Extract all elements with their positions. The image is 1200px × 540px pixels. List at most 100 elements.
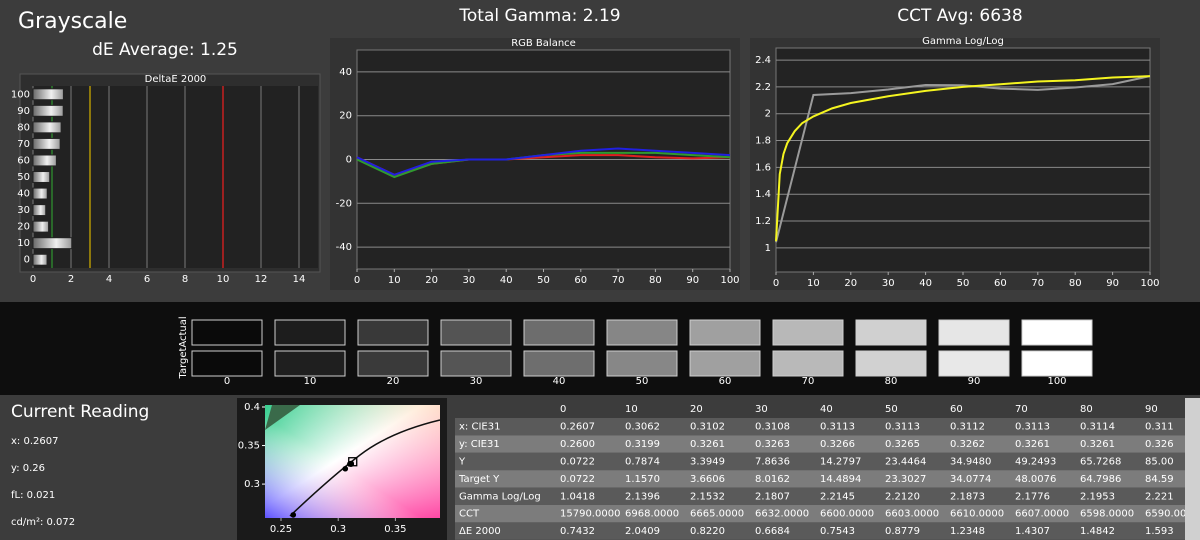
table-cell: 64.7986 bbox=[1080, 474, 1121, 485]
table-cell: 2.1807 bbox=[755, 491, 790, 502]
table-cell: 1.4307 bbox=[1015, 526, 1050, 537]
table-cell: 0.7543 bbox=[820, 526, 855, 537]
scrollbar[interactable] bbox=[1185, 398, 1200, 540]
table-cell: 2.0409 bbox=[625, 526, 660, 537]
actual-swatch bbox=[772, 319, 844, 346]
y-tick-label: 40 bbox=[17, 189, 30, 200]
plot-area bbox=[33, 86, 318, 268]
y-tick-label: 20 bbox=[17, 222, 30, 233]
x-tick-label: 70 bbox=[612, 275, 625, 286]
y-tick-label: 80 bbox=[17, 122, 30, 133]
x-tick-label: 0 bbox=[30, 274, 36, 285]
actual-swatch bbox=[938, 319, 1010, 346]
table-cell: 0.8220 bbox=[690, 526, 725, 537]
target-swatch bbox=[440, 350, 512, 377]
table-cell: 0.3262 bbox=[950, 439, 985, 450]
actual-swatch bbox=[357, 319, 429, 346]
actual-swatch bbox=[1021, 319, 1093, 346]
y-tick-label: 2 bbox=[765, 109, 771, 120]
bar bbox=[32, 154, 57, 167]
y-tick-label: -20 bbox=[336, 198, 352, 209]
x-tick-label: 10 bbox=[807, 278, 820, 289]
x-tick-label: 40 bbox=[500, 275, 513, 286]
table-cell: 15790.0000 bbox=[560, 509, 620, 520]
x-tick-label: 0 bbox=[773, 278, 779, 289]
x-tick-label: 10 bbox=[388, 275, 401, 286]
bar bbox=[32, 121, 62, 134]
y-tick-label: 60 bbox=[17, 155, 30, 166]
table-cell: 6590.0000 bbox=[1145, 509, 1199, 520]
target-swatch bbox=[606, 350, 678, 377]
table-cell: 2.2120 bbox=[885, 491, 920, 502]
table-row-bg bbox=[455, 435, 1185, 453]
table-cell: 0.311 bbox=[1145, 422, 1174, 433]
target-swatch bbox=[855, 350, 927, 377]
table-cell: 0.3113 bbox=[885, 422, 920, 433]
x-tick-label: 80 bbox=[649, 275, 662, 286]
column-header: 10 bbox=[625, 404, 638, 415]
x-tick-label: 70 bbox=[1031, 278, 1044, 289]
x-tick-label: 30 bbox=[463, 275, 476, 286]
row-label: Target Y bbox=[458, 474, 500, 485]
table-cell: 34.0774 bbox=[950, 474, 991, 485]
table-row-bg bbox=[455, 418, 1185, 436]
row-label: CCT bbox=[459, 509, 480, 520]
y-tick-label: 1.8 bbox=[755, 136, 771, 147]
table-cell: 14.2797 bbox=[820, 457, 861, 468]
table-cell: 7.8636 bbox=[755, 457, 790, 468]
chart-title: RGB Balance bbox=[511, 38, 576, 49]
table-cell: 6598.0000 bbox=[1080, 509, 1134, 520]
x-tick-label: 20 bbox=[844, 278, 857, 289]
table-row-bg bbox=[455, 470, 1185, 488]
swatch-label: 30 bbox=[470, 376, 483, 387]
actual-swatch bbox=[191, 319, 263, 346]
row-label: Gamma Log/Log bbox=[459, 491, 541, 502]
table-cell: 0.3114 bbox=[1080, 422, 1115, 433]
chart-title: DeltaE 2000 bbox=[145, 74, 207, 85]
y-tick-label: 30 bbox=[17, 205, 30, 216]
row-label: x: CIE31 bbox=[459, 422, 500, 433]
target-swatch bbox=[274, 350, 346, 377]
x-tick-label: 90 bbox=[1106, 278, 1119, 289]
target-swatch bbox=[191, 350, 263, 377]
swatch-label: 60 bbox=[719, 376, 732, 387]
actual-swatch bbox=[440, 319, 512, 346]
swatch-label: 70 bbox=[802, 376, 815, 387]
table-cell: 6603.0000 bbox=[885, 509, 939, 520]
swatch-row-label: Actual bbox=[178, 316, 189, 347]
table-cell: 0.0722 bbox=[560, 457, 595, 468]
table-row-bg bbox=[455, 505, 1185, 523]
table-cell: 0.0722 bbox=[560, 474, 595, 485]
y-tick-label: 1.2 bbox=[755, 216, 771, 227]
x-tick-label: 30 bbox=[882, 278, 895, 289]
target-swatch bbox=[1021, 350, 1093, 377]
series-line bbox=[775, 75, 1151, 243]
measured-point bbox=[290, 512, 297, 518]
bar bbox=[32, 237, 73, 250]
table-cell: 2.1953 bbox=[1080, 491, 1115, 502]
x-tick-label: 4 bbox=[106, 274, 112, 285]
x-tick-label: 40 bbox=[919, 278, 932, 289]
reading-line: cd/m²: 0.072 bbox=[11, 517, 75, 528]
column-header: 20 bbox=[690, 404, 703, 415]
target-point bbox=[348, 457, 358, 467]
table-cell: 0.3199 bbox=[625, 439, 660, 450]
column-header: 80 bbox=[1080, 404, 1093, 415]
plot-area bbox=[775, 47, 1151, 273]
table-cell: 6665.0000 bbox=[690, 509, 744, 520]
y-tick-label: 0.4 bbox=[244, 402, 260, 413]
table-cell: 0.2607 bbox=[560, 422, 595, 433]
column-header: 0 bbox=[560, 404, 566, 415]
swatch-label: 80 bbox=[885, 376, 898, 387]
table-cell: 0.6684 bbox=[755, 526, 790, 537]
swatch-label: 50 bbox=[636, 376, 649, 387]
bar bbox=[32, 171, 51, 183]
x-tick-label: 14 bbox=[293, 274, 306, 285]
table-cell: 0.3113 bbox=[820, 422, 855, 433]
table-cell: 2.2145 bbox=[820, 491, 855, 502]
column-header: 70 bbox=[1015, 404, 1028, 415]
table-cell: 0.7432 bbox=[560, 526, 595, 537]
x-tick-label: 80 bbox=[1069, 278, 1082, 289]
y-tick-label: 1.6 bbox=[755, 162, 771, 173]
